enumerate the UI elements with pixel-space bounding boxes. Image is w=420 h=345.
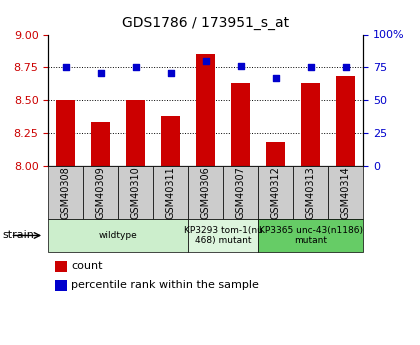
Text: wildtype: wildtype <box>99 231 138 240</box>
Point <box>63 65 69 70</box>
Bar <box>231 83 250 166</box>
Text: KP3293 tom-1(nu
468) mutant: KP3293 tom-1(nu 468) mutant <box>184 226 263 245</box>
Text: GSM40309: GSM40309 <box>96 166 106 219</box>
Text: percentile rank within the sample: percentile rank within the sample <box>71 280 259 289</box>
Point <box>237 63 244 69</box>
Point <box>307 65 314 70</box>
Point <box>273 75 279 80</box>
Bar <box>56 100 76 166</box>
Point <box>168 70 174 75</box>
Text: GSM40312: GSM40312 <box>271 166 281 219</box>
Text: GSM40307: GSM40307 <box>236 166 246 219</box>
Text: GSM40313: GSM40313 <box>306 166 316 219</box>
Bar <box>336 77 355 166</box>
Bar <box>161 116 181 166</box>
Text: GDS1786 / 173951_s_at: GDS1786 / 173951_s_at <box>122 16 289 30</box>
Text: GSM40308: GSM40308 <box>61 166 71 219</box>
Text: GSM40314: GSM40314 <box>341 166 351 219</box>
Text: GSM40311: GSM40311 <box>166 166 176 219</box>
Point <box>132 65 139 70</box>
Text: count: count <box>71 261 103 270</box>
Point <box>342 65 349 70</box>
Bar <box>301 83 320 166</box>
Text: KP3365 unc-43(n1186)
mutant: KP3365 unc-43(n1186) mutant <box>259 226 363 245</box>
Text: GSM40306: GSM40306 <box>201 166 211 219</box>
Point <box>202 58 209 63</box>
Bar <box>196 54 215 166</box>
Bar <box>126 100 145 166</box>
Text: strain: strain <box>2 230 34 240</box>
Bar <box>266 142 286 166</box>
Text: GSM40310: GSM40310 <box>131 166 141 219</box>
Bar <box>91 122 110 166</box>
Point <box>97 70 104 75</box>
